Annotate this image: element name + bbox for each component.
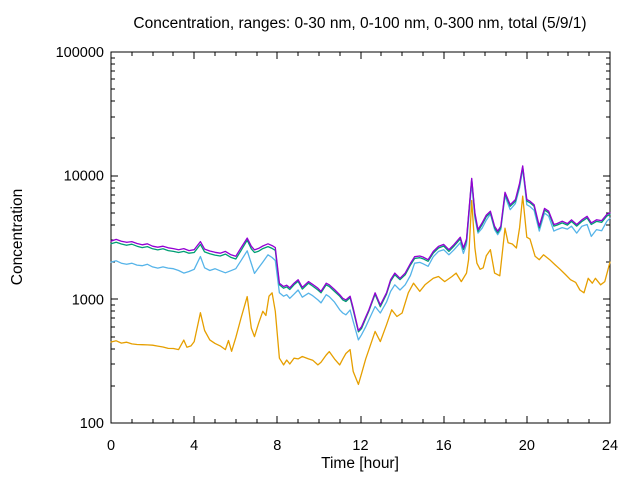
y-tick-labels: 100 1000 10000 100000 [56,45,104,432]
axis-ticks [110,51,611,424]
y-tick-label: 10000 [64,169,104,185]
y-tick-label: 1000 [72,292,104,308]
y-tick-label: 100000 [56,45,104,61]
x-tick-label: 8 [273,438,281,454]
y-axis-label: Concentration [9,189,26,286]
plot-area: 0 4 8 12 16 20 24 100 1000 10000 100000 [56,45,618,454]
x-axis-label: Time [hour] [321,455,399,472]
y-tick-label: 100 [80,416,104,432]
x-tick-label: 0 [107,438,115,454]
x-tick-label: 12 [352,438,368,454]
chart-title: Concentration, ranges: 0-30 nm, 0-100 nm… [133,15,586,32]
series-line-total [110,165,611,332]
x-tick-label: 16 [436,438,452,454]
x-tick-labels: 0 4 8 12 16 20 24 [107,438,618,454]
plot-border [110,51,611,424]
x-tick-label: 4 [190,438,198,454]
series-line-0-30-nm [110,195,611,386]
x-tick-label: 24 [602,438,618,454]
x-tick-label: 20 [519,438,535,454]
